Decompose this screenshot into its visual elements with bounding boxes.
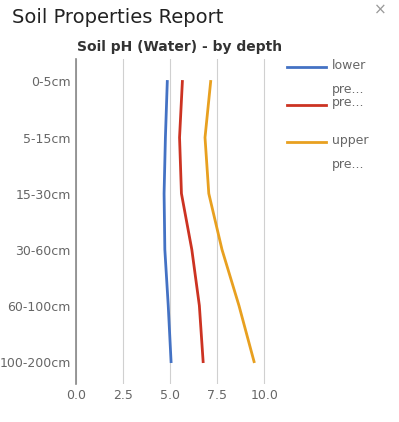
Text: pre...: pre...: [332, 158, 364, 171]
Text: ×: ×: [374, 3, 387, 18]
Text: pre...: pre...: [332, 83, 364, 96]
Text: lower: lower: [332, 59, 366, 72]
Title: Soil pH (Water) - by depth: Soil pH (Water) - by depth: [77, 40, 282, 54]
Text: upper: upper: [332, 134, 368, 146]
Text: Soil Properties Report: Soil Properties Report: [12, 8, 223, 27]
Text: pre...: pre...: [332, 96, 364, 109]
